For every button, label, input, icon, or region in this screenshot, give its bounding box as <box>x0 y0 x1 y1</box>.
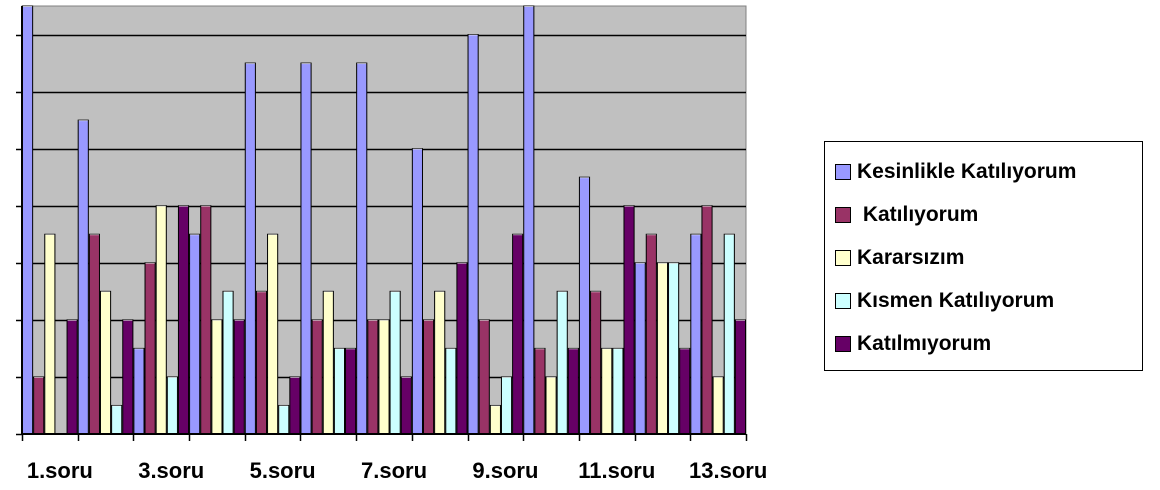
bar <box>177 205 190 435</box>
bar <box>155 205 167 435</box>
bar <box>244 62 256 435</box>
bar <box>656 262 669 435</box>
bar <box>99 290 112 435</box>
bar <box>601 347 613 435</box>
bar <box>567 347 579 435</box>
bar <box>66 319 78 435</box>
bar <box>44 233 56 435</box>
axes <box>16 6 748 441</box>
bar <box>345 347 357 435</box>
bar <box>389 290 401 435</box>
bar <box>133 347 145 435</box>
legend-label: Kesinlikle Katılıyorum <box>857 159 1077 183</box>
legend-swatch <box>835 292 851 309</box>
bar <box>467 34 479 435</box>
bar <box>668 262 680 435</box>
bar <box>734 319 746 435</box>
bar <box>111 404 123 435</box>
bar <box>211 319 223 435</box>
bar <box>322 290 334 435</box>
bars <box>22 5 746 435</box>
bar <box>456 262 468 435</box>
legend: Kesinlikle Katılıyorum Katılıyorum Karars… <box>824 141 1143 371</box>
bar <box>500 376 513 435</box>
bar <box>590 290 602 435</box>
bar <box>311 319 323 435</box>
bar <box>189 233 201 435</box>
bar <box>278 404 290 435</box>
bar <box>233 319 245 435</box>
bar <box>523 5 535 435</box>
bar <box>300 62 312 435</box>
legend-item: Kesinlikle Katılıyorum <box>835 150 1142 193</box>
x-tick-label: 1.soru <box>27 458 93 483</box>
bar <box>88 233 100 435</box>
bar <box>512 233 524 435</box>
bar <box>411 148 423 435</box>
bar <box>478 319 490 435</box>
x-tick-label: 7.soru <box>361 458 427 483</box>
x-tick-labels: 1.soru 3.soru 5.soru 7.soru 9.soru 11.soru 13.… <box>27 458 767 483</box>
bar <box>356 62 368 435</box>
x-tick-label: 13.soru <box>689 458 767 483</box>
bar <box>712 376 724 435</box>
bar <box>701 205 713 435</box>
legend-label: Kısmen Katılıyorum <box>857 288 1055 312</box>
bar <box>255 290 268 435</box>
bar <box>623 205 635 435</box>
bar <box>77 119 89 435</box>
legend-label: Katılmıyorum <box>857 331 992 355</box>
bar <box>222 290 234 435</box>
bar <box>200 205 212 435</box>
x-tick-label: 11.soru <box>578 458 655 483</box>
bar <box>645 233 657 435</box>
bar <box>289 376 301 435</box>
legend-label: Kararsızım <box>857 245 965 269</box>
bar <box>723 233 735 435</box>
bar <box>333 347 346 435</box>
bar <box>679 347 691 435</box>
bar <box>122 319 134 435</box>
legend-swatch <box>835 335 851 352</box>
bar <box>144 262 156 435</box>
bar <box>400 376 412 435</box>
bar <box>545 376 557 435</box>
legend-item: Katılmıyorum <box>835 322 1142 365</box>
legend-swatch <box>835 206 851 223</box>
bar <box>422 319 435 435</box>
bar <box>367 319 379 435</box>
x-tick-label: 5.soru <box>250 458 316 483</box>
x-tick-label: 9.soru <box>472 458 538 483</box>
legend-swatch <box>835 249 851 266</box>
bar <box>634 262 646 435</box>
bar <box>166 376 178 435</box>
bar <box>445 347 457 435</box>
bar <box>534 347 546 435</box>
bar <box>556 290 568 435</box>
bar <box>22 5 34 435</box>
bar <box>690 233 702 435</box>
legend-item: Katılıyorum <box>835 193 1142 236</box>
bar <box>378 319 390 435</box>
bar <box>612 347 624 435</box>
bar <box>267 233 279 435</box>
bar <box>33 376 45 435</box>
legend-item: Kısmen Katılıyorum <box>835 279 1142 322</box>
bar <box>434 290 446 435</box>
legend-swatch <box>835 163 851 180</box>
x-tick-label: 3.soru <box>138 458 204 483</box>
legend-label: Katılıyorum <box>857 202 979 226</box>
bar <box>578 176 591 435</box>
legend-item: Kararsızım <box>835 236 1142 279</box>
bar <box>489 404 501 435</box>
